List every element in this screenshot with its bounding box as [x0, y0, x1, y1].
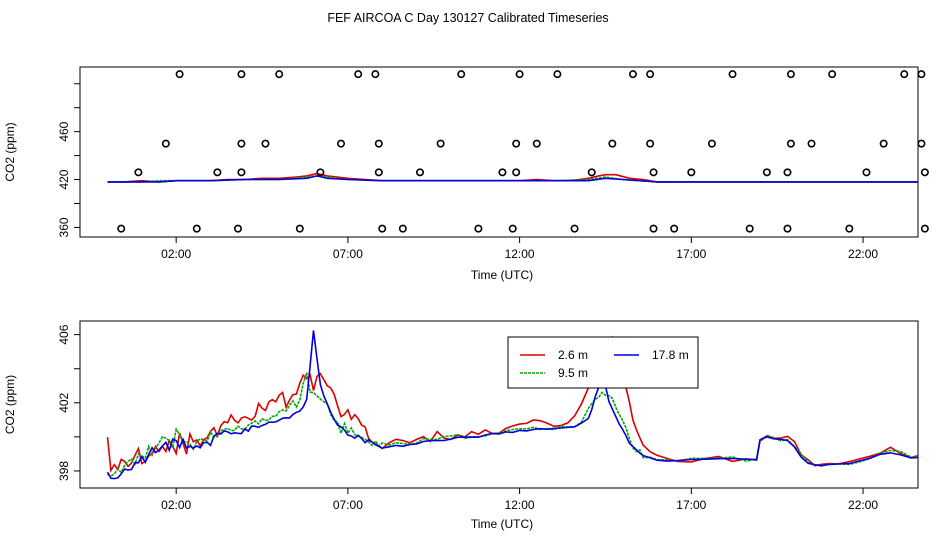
series-line-17-8-m — [107, 175, 918, 183]
outlier-point — [707, 139, 716, 148]
outlier-point — [337, 139, 346, 148]
outlier-point — [900, 70, 909, 79]
outlier-point — [608, 139, 617, 148]
outlier-point — [532, 139, 541, 148]
outlier-point — [687, 168, 696, 177]
y-tick-label: 402 — [57, 392, 71, 412]
outlier-point — [261, 139, 270, 148]
outlier-point — [762, 168, 771, 177]
outlier-point — [587, 168, 596, 177]
outlier-point — [117, 224, 126, 233]
x-tick-label: 17:00 — [676, 247, 706, 261]
x-tick-label: 12:00 — [505, 247, 535, 261]
top-panel: 02:00 07:00 12:00 17:00 22:00 Time (UTC) 360 42… — [3, 66, 929, 282]
x-tick-label: 17:00 — [676, 498, 706, 512]
y-axis-label: CO2 (ppm) — [3, 122, 17, 181]
y-tick-label: 360 — [57, 217, 71, 237]
outlier-point — [134, 168, 143, 177]
chart-title: FEF AIRCOA C Day 130127 Calibrated Times… — [327, 11, 608, 25]
outlier-point — [862, 168, 871, 177]
outlier-point — [649, 224, 658, 233]
y-tick-label: 420 — [57, 169, 71, 189]
outlier-point — [670, 224, 679, 233]
outlier-point — [457, 70, 466, 79]
plot-frame — [79, 320, 919, 489]
outlier-point — [237, 139, 246, 148]
outlier-point — [508, 224, 517, 233]
outlier-point — [646, 139, 655, 148]
bottom-panel: 02:00 07:00 12:00 17:00 22:00 Time (UTC) 398 40… — [3, 320, 919, 531]
outlier-point — [515, 70, 524, 79]
outlier-point — [237, 168, 246, 177]
legend-label: 9.5 m — [558, 366, 588, 380]
outlier-point — [233, 224, 242, 233]
y-axis-label: CO2 (ppm) — [3, 375, 17, 434]
outlier-point — [786, 139, 795, 148]
outlier-point — [378, 224, 387, 233]
x-axis-label: Time (UTC) — [471, 517, 533, 531]
x-tick-label: 02:00 — [161, 247, 191, 261]
outlier-point — [295, 224, 304, 233]
x-tick-label: 07:00 — [333, 247, 363, 261]
x-axis-label: Time (UTC) — [471, 268, 533, 282]
outlier-point — [213, 168, 222, 177]
outlier-point — [512, 139, 521, 148]
outlier-point — [628, 70, 637, 79]
y-tick-label: 398 — [57, 461, 71, 481]
outlier-point — [416, 168, 425, 177]
x-tick-label: 22:00 — [848, 498, 878, 512]
outlier-point — [474, 224, 483, 233]
outlier-point — [649, 168, 658, 177]
outlier-point — [374, 168, 383, 177]
x-tick-label: 12:00 — [505, 498, 535, 512]
outlier-point — [845, 224, 854, 233]
outlier-point — [646, 70, 655, 79]
outlier-point — [728, 70, 737, 79]
outlier-point — [436, 139, 445, 148]
outlier-point — [237, 70, 246, 79]
legend-label: 2.6 m — [558, 348, 588, 362]
outlier-point — [175, 70, 184, 79]
outlier-point — [828, 70, 837, 79]
outlier-point — [354, 70, 363, 79]
outlier-point — [374, 139, 383, 148]
series-line-17-8-m — [106, 330, 919, 480]
outlier-point — [920, 224, 929, 233]
outlier-point — [192, 224, 201, 233]
outlier-point — [512, 168, 521, 177]
x-tick-label: 22:00 — [848, 247, 878, 261]
outlier-point — [879, 139, 888, 148]
outlier-point — [275, 70, 284, 79]
outlier-point — [371, 70, 380, 79]
y-tick-label: 460 — [57, 121, 71, 141]
outlier-point — [920, 168, 929, 177]
outlier-point — [745, 224, 754, 233]
outlier-point — [917, 139, 926, 148]
outlier-point — [398, 224, 407, 233]
outlier-point — [161, 139, 170, 148]
outlier-point — [917, 70, 926, 79]
outlier-point — [498, 168, 507, 177]
outlier-point — [553, 70, 562, 79]
y-tick-label: 406 — [57, 324, 71, 344]
outlier-point — [316, 168, 325, 177]
legend-box — [507, 336, 699, 389]
outlier-point — [570, 224, 579, 233]
plot-frame — [79, 66, 919, 238]
outlier-point — [783, 168, 792, 177]
outlier-point — [783, 224, 792, 233]
x-tick-label: 07:00 — [333, 498, 363, 512]
legend-label: 17.8 m — [652, 348, 689, 362]
outlier-point — [786, 70, 795, 79]
outlier-point — [807, 139, 816, 148]
x-tick-label: 02:00 — [161, 498, 191, 512]
